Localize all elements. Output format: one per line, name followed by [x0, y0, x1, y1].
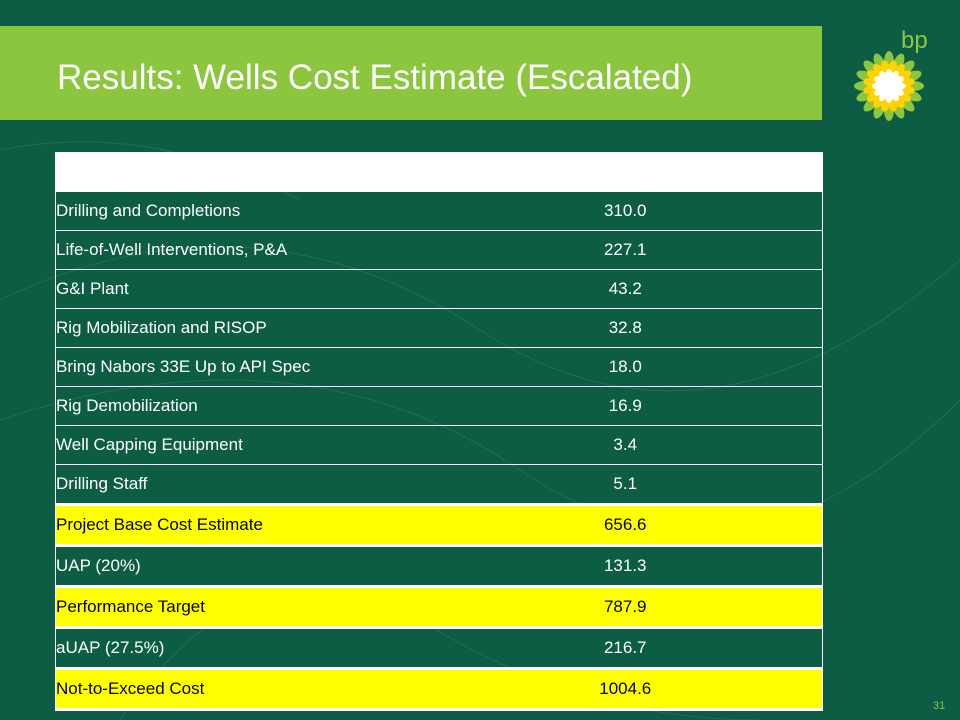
- header-cost: Cost ($mm): [428, 152, 823, 192]
- cost-value-cell: 310.0: [428, 191, 823, 231]
- page-number: 31: [933, 700, 946, 712]
- table-row: Rig Demobilization 16.9: [55, 386, 823, 426]
- cost-category-cell: Rig Demobilization: [55, 386, 429, 426]
- header-cost-category: Cost Category: [55, 152, 429, 192]
- table-row: aUAP (27.5%) 216.7: [55, 627, 823, 669]
- table-header-row: Cost Category Cost ($mm): [55, 152, 823, 192]
- table-row: Project Base Cost Estimate 656.6: [55, 503, 823, 547]
- cost-value-cell: 216.7: [428, 627, 823, 669]
- cost-value-cell: 16.9: [428, 386, 823, 426]
- table-row: Drilling and Completions 310.0: [55, 191, 823, 231]
- table-row: Bring Nabors 33E Up to API Spec 18.0: [55, 347, 823, 387]
- cost-category-cell: Project Base Cost Estimate: [55, 503, 429, 547]
- title-band: Results: Wells Cost Estimate (Escalated): [0, 26, 822, 120]
- cost-value-cell: 5.1: [428, 464, 823, 505]
- cost-value-cell: 227.1: [428, 230, 823, 270]
- bp-logo-text: bp: [901, 27, 928, 54]
- cost-value-cell: 656.6: [428, 503, 823, 547]
- cost-value-cell: 1004.6: [428, 667, 823, 711]
- cost-value-cell: 18.0: [428, 347, 823, 387]
- helios-sunflower-icon: [854, 51, 924, 121]
- cost-category-cell: G&I Plant: [55, 269, 429, 309]
- table-row: G&I Plant 43.2: [55, 269, 823, 309]
- cost-category-cell: Drilling and Completions: [55, 191, 429, 231]
- table-row: Drilling Staff 5.1: [55, 464, 823, 505]
- cost-category-cell: Drilling Staff: [55, 464, 429, 505]
- table-row: Not-to-Exceed Cost 1004.6: [55, 667, 823, 711]
- cost-value-cell: 43.2: [428, 269, 823, 309]
- cost-category-cell: aUAP (27.5%): [55, 627, 429, 669]
- table-row: Life-of-Well Interventions, P&A 227.1: [55, 230, 823, 270]
- slide-title: Results: Wells Cost Estimate (Escalated): [57, 58, 693, 97]
- cost-category-cell: Performance Target: [55, 585, 429, 629]
- cost-category-cell: UAP (20%): [55, 545, 429, 587]
- cost-table: Cost Category Cost ($mm) Drilling and Co…: [55, 152, 823, 711]
- cost-value-cell: 32.8: [428, 308, 823, 348]
- table-row: UAP (20%) 131.3: [55, 545, 823, 587]
- table-row: Well Capping Equipment 3.4: [55, 425, 823, 465]
- cost-value-cell: 787.9: [428, 585, 823, 629]
- cost-category-cell: Life-of-Well Interventions, P&A: [55, 230, 429, 270]
- cost-category-cell: Not-to-Exceed Cost: [55, 667, 429, 711]
- table-row: Rig Mobilization and RISOP 32.8: [55, 308, 823, 348]
- cost-category-cell: Well Capping Equipment: [55, 425, 429, 465]
- cost-category-cell: Rig Mobilization and RISOP: [55, 308, 429, 348]
- table-row: Performance Target 787.9: [55, 585, 823, 629]
- bp-logo: bp: [849, 24, 945, 124]
- cost-value-cell: 131.3: [428, 545, 823, 587]
- cost-value-cell: 3.4: [428, 425, 823, 465]
- cost-category-cell: Bring Nabors 33E Up to API Spec: [55, 347, 429, 387]
